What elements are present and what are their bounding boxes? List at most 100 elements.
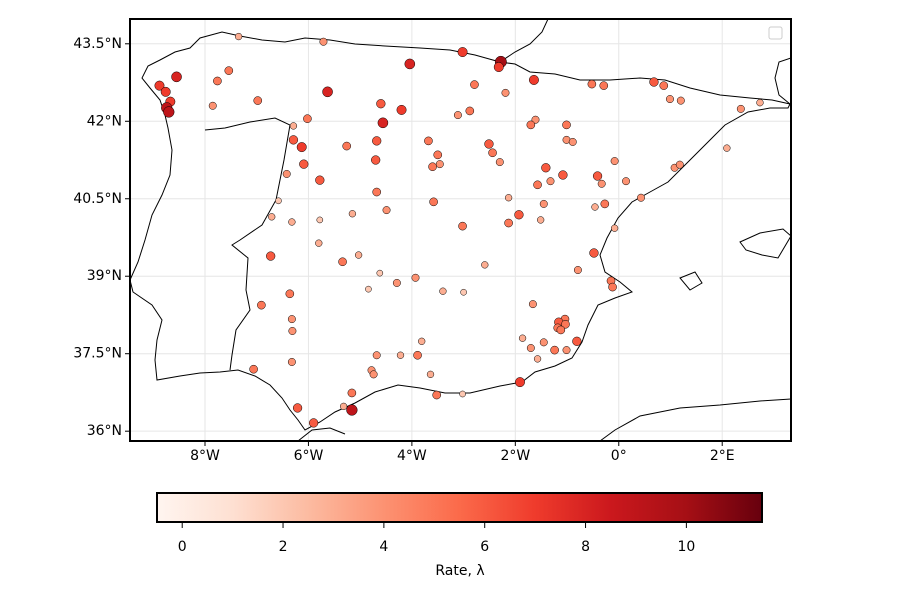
station-point [433, 150, 443, 160]
station-point [659, 81, 669, 90]
station-point [428, 162, 437, 172]
station-point [315, 239, 323, 247]
station-point [465, 106, 475, 116]
map-frame [129, 18, 792, 442]
x-tick-label: 8°W [190, 448, 220, 464]
x-tick-label: 0° [611, 448, 627, 464]
station-point [342, 141, 352, 151]
station-point [531, 115, 540, 124]
y-tick-label: 42°N [87, 113, 122, 129]
station-point [736, 104, 745, 113]
station-point [339, 402, 348, 411]
station-point [458, 221, 467, 231]
station-point [481, 261, 489, 269]
station-point [528, 300, 537, 309]
y-tick-label: 39°N [87, 268, 122, 284]
station-point [526, 344, 535, 352]
station-point [561, 319, 570, 329]
station-point [556, 325, 566, 335]
station-point [376, 269, 384, 277]
x-tick-label: 2°W [500, 448, 530, 464]
station-point [587, 79, 597, 89]
station-point [562, 120, 571, 130]
station-point [287, 315, 296, 324]
station-point [266, 251, 276, 261]
station-point [163, 106, 175, 118]
station-point [493, 62, 504, 72]
station-point [756, 99, 764, 107]
station-point [675, 160, 684, 169]
station-point [171, 71, 182, 83]
station-point [429, 197, 438, 207]
station-point [257, 300, 266, 310]
x-tick-label: 2°E [710, 448, 735, 464]
station-point [154, 80, 165, 91]
iberia-coast [130, 31, 791, 431]
station-point [649, 77, 659, 87]
station-point [296, 142, 307, 153]
station-point [287, 358, 296, 366]
station-point [439, 287, 447, 295]
station-point [528, 74, 539, 85]
station-point [348, 210, 357, 218]
station-point [288, 218, 296, 226]
station-point [424, 136, 433, 146]
station-point [392, 278, 401, 287]
station-point [253, 96, 263, 105]
colorbar-tick-label: 2 [279, 539, 288, 555]
station-point [533, 355, 542, 363]
colorbar [156, 492, 763, 523]
station-point [319, 37, 328, 46]
station-point [365, 285, 372, 293]
station-point [224, 66, 234, 75]
station-point [723, 144, 731, 152]
station-point [282, 169, 291, 178]
station-point [572, 336, 582, 346]
x-tick-label: 4°W [397, 448, 427, 464]
station-point [562, 346, 571, 355]
colorbar-tick-label: 8 [581, 539, 590, 555]
station-point [396, 104, 407, 115]
grid [130, 19, 791, 441]
station-point [208, 101, 217, 110]
station-point [539, 338, 548, 347]
station-point [426, 370, 435, 379]
station-point [453, 111, 462, 120]
station-point [160, 86, 171, 97]
station-point [303, 114, 312, 123]
y-tick-label: 37.5°N [73, 346, 122, 362]
france-coast [499, 19, 791, 105]
station-point [610, 224, 619, 232]
station-point [308, 418, 319, 428]
station-point [600, 199, 610, 209]
station-point [460, 288, 467, 296]
balearic-coast [679, 228, 791, 291]
station-point [369, 370, 378, 379]
station-point [597, 179, 606, 188]
station-point [418, 337, 426, 345]
station-point [526, 120, 536, 130]
station-point [550, 345, 559, 355]
station-point [371, 155, 381, 165]
colorbar-tick-label: 6 [480, 539, 489, 555]
station-point [411, 273, 420, 282]
station-point [622, 177, 630, 186]
station-point [316, 216, 324, 224]
colorbar-tick-label: 0 [178, 539, 187, 555]
station-point [589, 248, 599, 258]
points [154, 32, 764, 428]
station-point [288, 327, 297, 335]
y-tick-label: 40.5°N [73, 191, 122, 207]
station-point [537, 216, 545, 224]
x-tick-label: 6°W [294, 448, 324, 464]
station-point [546, 177, 555, 186]
station-point [354, 251, 363, 259]
station-point [676, 96, 685, 105]
station-point [382, 206, 391, 215]
station-point [347, 388, 357, 398]
station-point [533, 180, 542, 190]
station-point [495, 158, 504, 167]
station-point [289, 122, 298, 130]
station-point [504, 194, 513, 202]
